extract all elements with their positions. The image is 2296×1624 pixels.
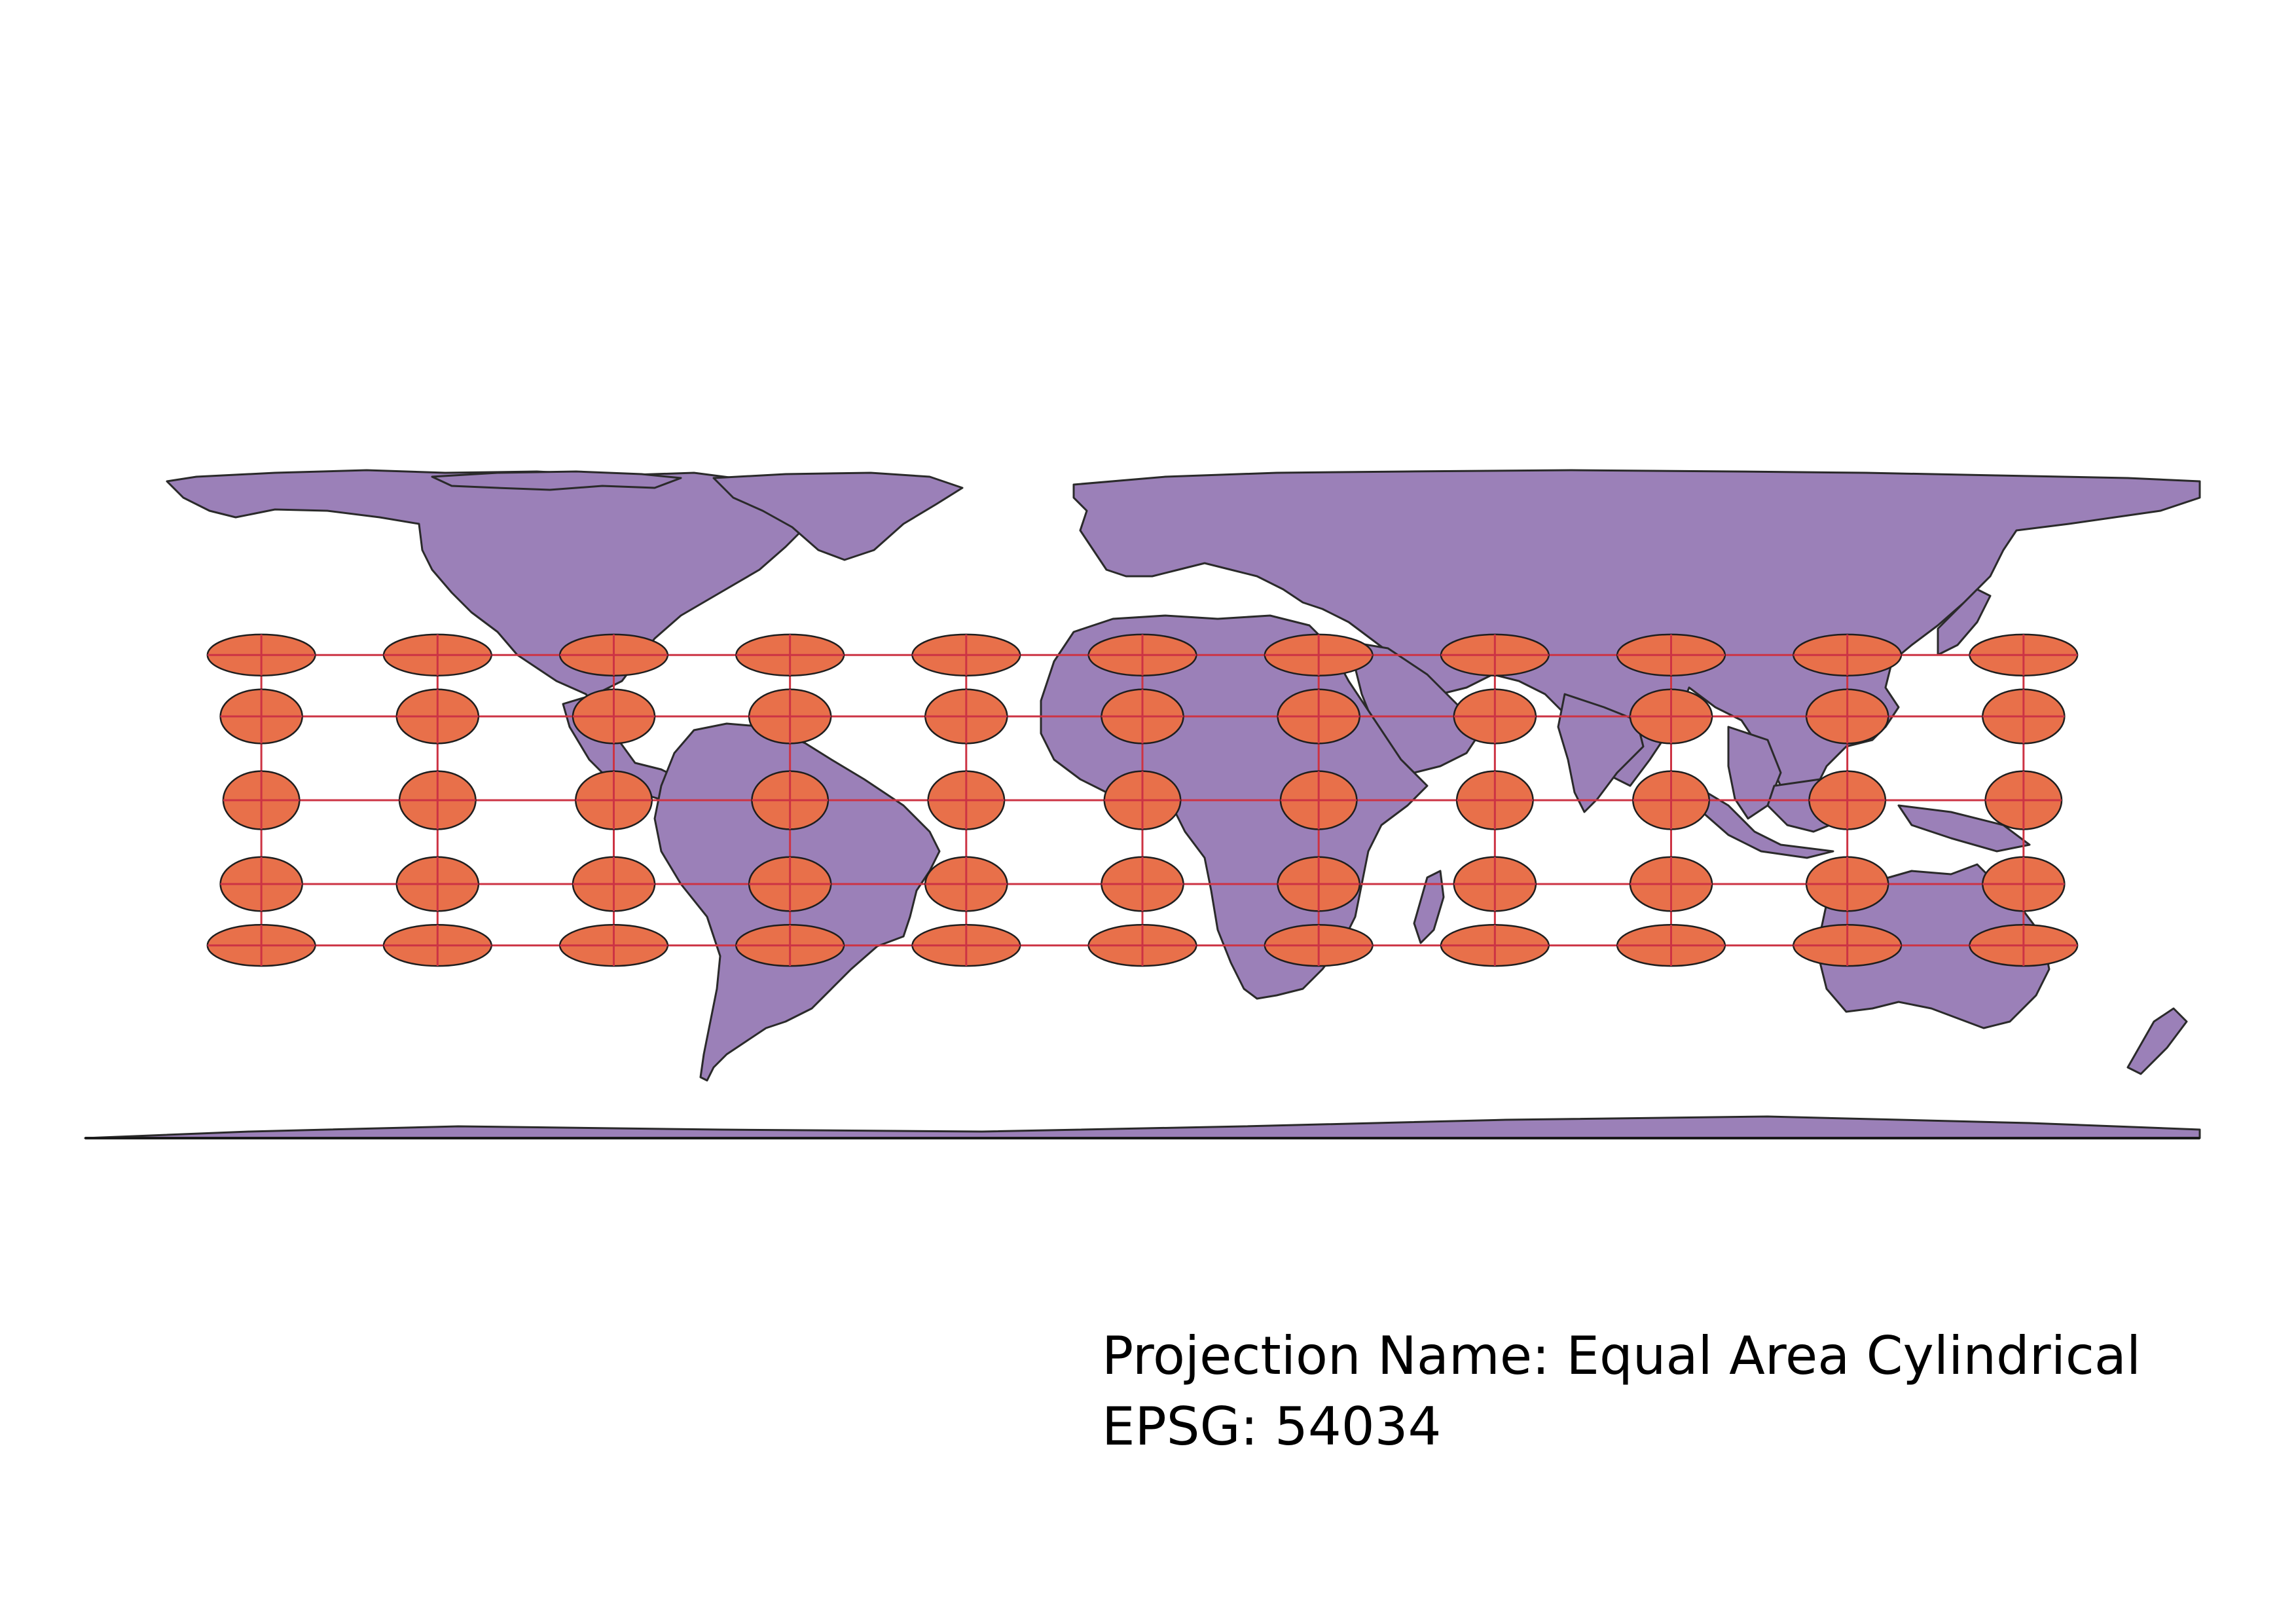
- land-madagascar: [1413, 870, 1445, 944]
- land-arctic-islands: [431, 470, 682, 491]
- land-sumatra-java: [1694, 784, 1834, 859]
- projection-name-label: Projection Name: Equal Area Cylindrical: [1102, 1325, 2141, 1386]
- land-greenland: [712, 471, 964, 561]
- land-se-asia: [1727, 726, 1782, 820]
- epsg-code-label: EPSG: 54034: [1102, 1396, 1442, 1457]
- map-caption: Projection Name: Equal Area Cylindrical …: [1102, 1321, 2141, 1462]
- land-new-guinea: [1897, 804, 2031, 853]
- land-antarctica: [84, 1115, 2201, 1139]
- land-new-zealand: [2126, 1007, 2188, 1075]
- land-japan: [1937, 588, 1992, 656]
- tissot-crosshairs: [207, 634, 2078, 967]
